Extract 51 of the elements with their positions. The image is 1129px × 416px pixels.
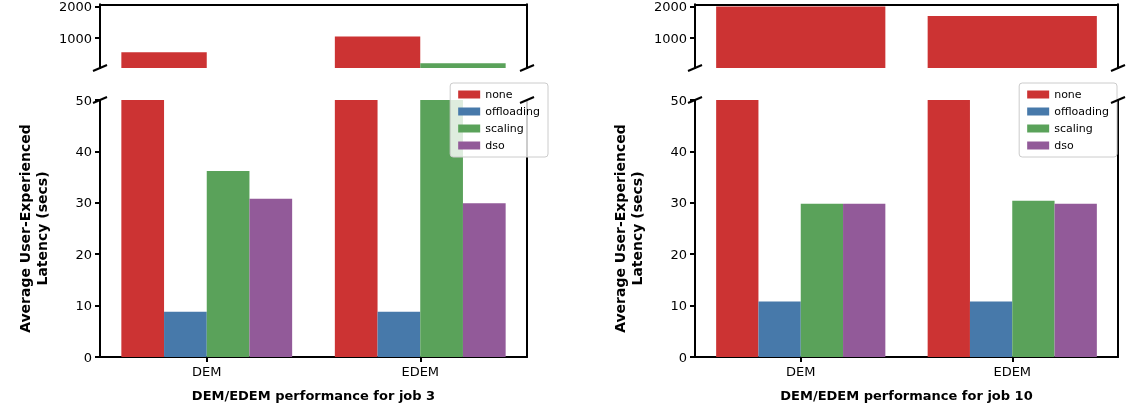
y-tick-label: 20 [75, 246, 92, 262]
bar [334, 36, 421, 68]
y-tick-label: 30 [75, 195, 92, 211]
x-tick-label: DEM [192, 364, 222, 379]
legend-label: dso [1054, 139, 1074, 152]
y-tick-label: 0 [83, 349, 92, 365]
y-axis-title: Average User-Experienced Latency (secs) [16, 124, 50, 333]
bar [843, 203, 886, 357]
bar [1054, 203, 1097, 357]
x-tick-label: DEM [786, 364, 816, 379]
x-tick-label: EDEM [993, 364, 1032, 379]
y-tick-label: 40 [670, 143, 687, 159]
bar [377, 311, 421, 357]
bar [420, 100, 463, 357]
bar [121, 52, 207, 68]
y-tick-label: 10 [670, 298, 687, 314]
legend-label: offloading [485, 105, 540, 118]
bar [716, 100, 759, 357]
y-tick-label: 0 [678, 349, 687, 365]
bar [121, 100, 165, 357]
legend-label: scaling [485, 122, 524, 135]
bar [249, 198, 293, 357]
bar [800, 203, 844, 357]
bar [420, 63, 506, 68]
bar [206, 170, 250, 357]
bar [927, 100, 970, 357]
y-tick-label: 1000 [653, 30, 687, 46]
bar [1012, 200, 1055, 357]
bar [969, 301, 1013, 357]
y-tick-label: 1000 [58, 30, 92, 46]
legend-label: scaling [1054, 122, 1093, 135]
y-tick-label: 30 [670, 195, 687, 211]
bar [164, 311, 207, 357]
y-tick-label: 2000 [653, 0, 687, 14]
bar [334, 100, 378, 357]
x-tick-label: EDEM [401, 364, 440, 379]
bar [758, 301, 801, 357]
y-tick-label: 10 [75, 298, 92, 314]
y-tick-label: 40 [75, 143, 92, 159]
bar [462, 203, 506, 357]
y-tick-label: 50 [75, 92, 92, 108]
legend-label: none [1054, 88, 1082, 101]
x-axis-title: DEM/EDEM performance for job 3 [191, 388, 436, 403]
x-axis-title: DEM/EDEM performance for job 10 [780, 388, 1033, 403]
y-axis-title: Average User-Experienced Latency (secs) [611, 124, 645, 333]
y-tick-label: 50 [670, 92, 687, 108]
legend-label: none [485, 88, 513, 101]
y-tick-label: 2000 [58, 0, 92, 14]
legend-label: dso [485, 139, 505, 152]
y-tick-label: 20 [670, 246, 687, 262]
legend-label: offloading [1054, 105, 1109, 118]
